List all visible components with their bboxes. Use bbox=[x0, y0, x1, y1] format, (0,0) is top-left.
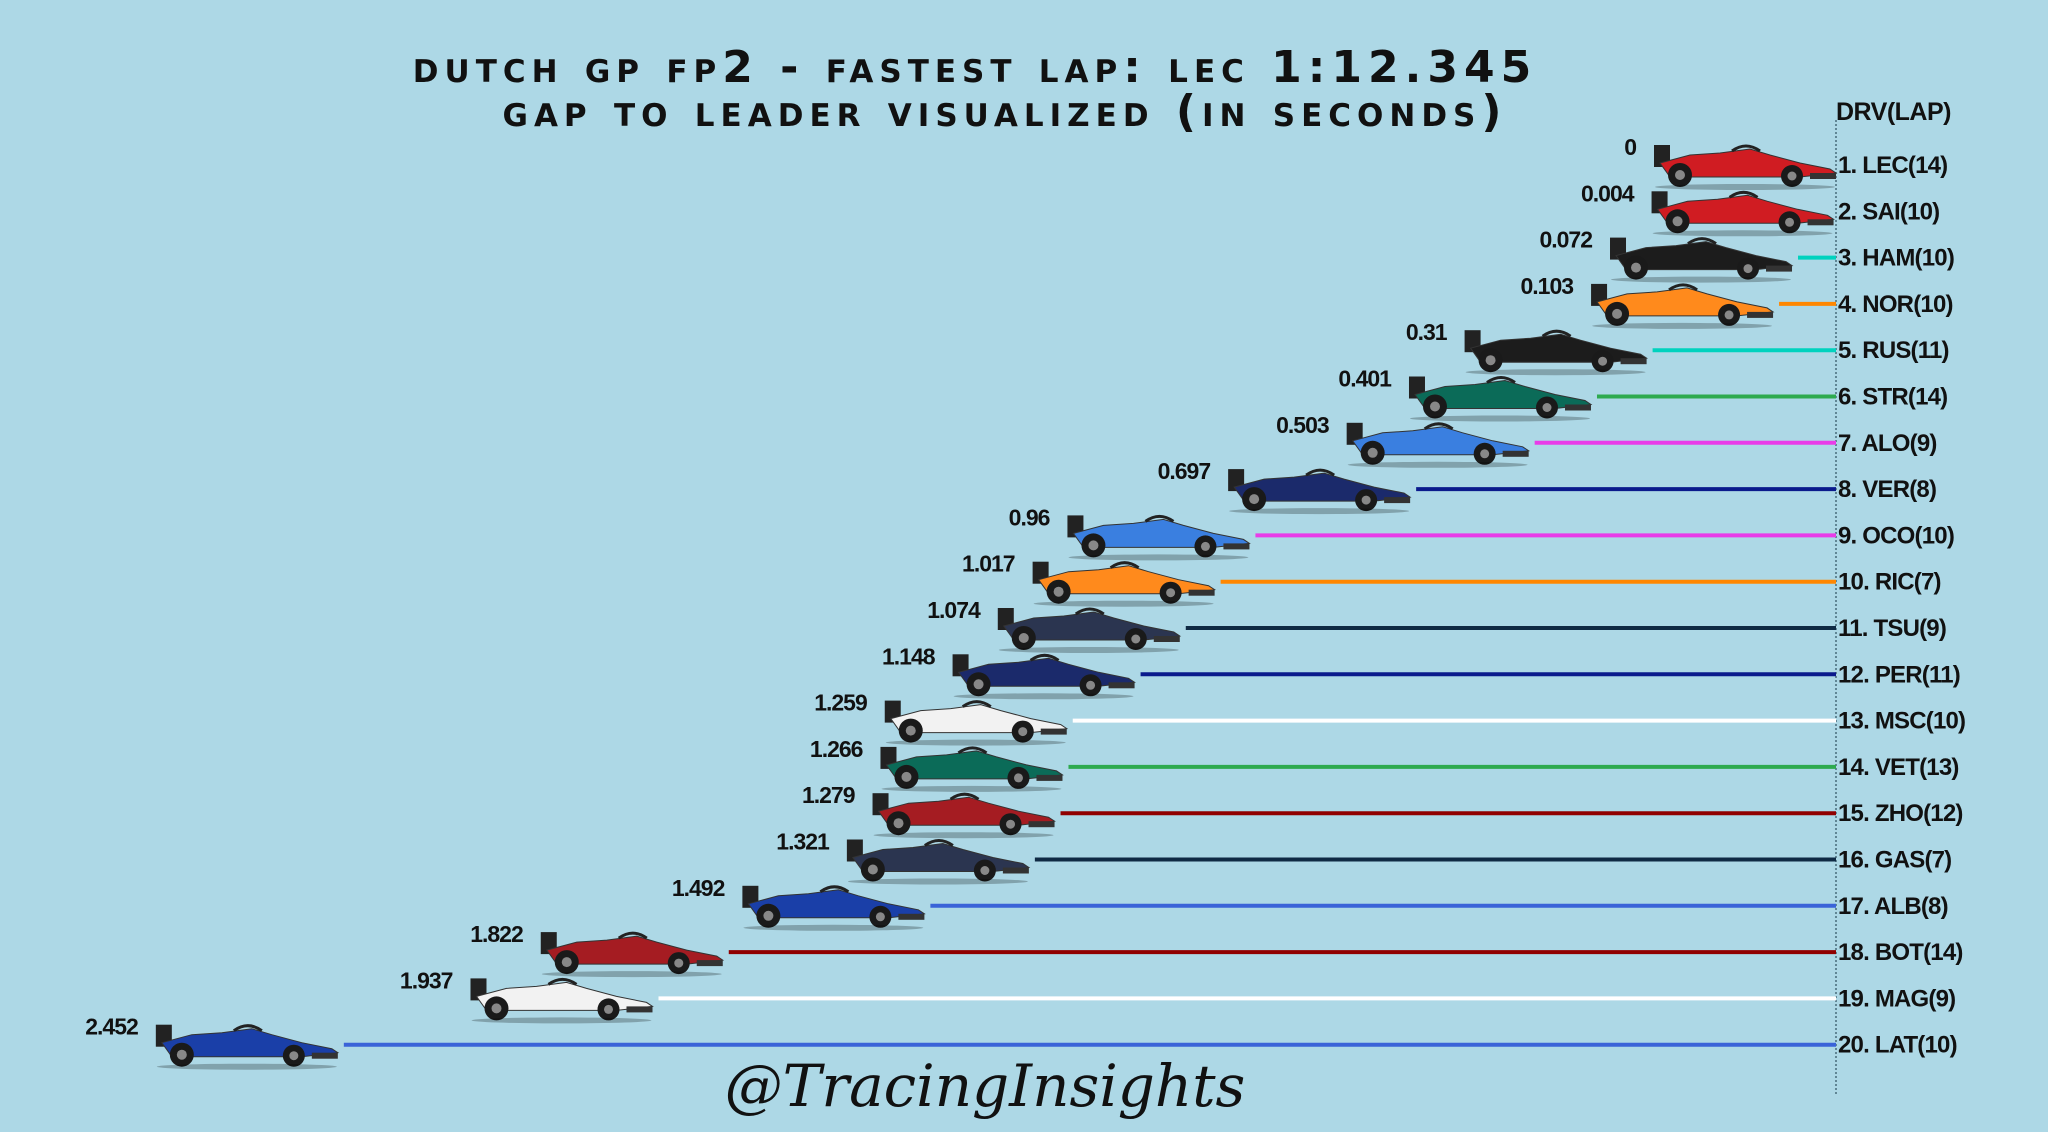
driver-label: 1. LEC(14) bbox=[1838, 152, 1947, 179]
driver-label: 18. BOT(14) bbox=[1838, 939, 1963, 966]
watermark: @TracingInsights bbox=[724, 1052, 1246, 1120]
gap-value-label: 1.266 bbox=[810, 736, 863, 762]
driver-label: 2. SAI(10) bbox=[1838, 198, 1939, 225]
car-icon bbox=[1464, 329, 1649, 376]
car-icon bbox=[880, 746, 1064, 792]
driver-label: 10. RIC(7) bbox=[1838, 569, 1941, 596]
driver-label: 7. ALO(9) bbox=[1838, 430, 1937, 457]
driver-label: 11. TSU(9) bbox=[1838, 615, 1946, 642]
car-icon bbox=[1591, 283, 1775, 329]
car-icon bbox=[1408, 376, 1593, 422]
gap-value-label: 1.017 bbox=[962, 551, 1015, 577]
car-icon bbox=[540, 931, 725, 978]
gap-value-label: 0.072 bbox=[1539, 227, 1592, 253]
driver-label: 17. ALB(8) bbox=[1838, 893, 1948, 920]
legend-header: DRV(LAP) bbox=[1836, 98, 1951, 126]
gap-value-label: 1.074 bbox=[927, 597, 981, 623]
chart-title: DUTCH GP FP2 - FASTEST LAP: LEC 1:12.345 bbox=[412, 42, 1538, 93]
car-icon bbox=[742, 885, 926, 931]
car-icon bbox=[1067, 514, 1251, 561]
gap-value-label: 0.401 bbox=[1338, 366, 1392, 392]
driver-label: 5. RUS(11) bbox=[1838, 337, 1949, 364]
gap-value-label: 1.259 bbox=[814, 690, 867, 716]
gap-value-label: 0.96 bbox=[1009, 504, 1050, 530]
car-icon bbox=[1610, 237, 1794, 283]
driver-label: 6. STR(14) bbox=[1838, 384, 1947, 411]
driver-label: 19. MAG(9) bbox=[1838, 985, 1955, 1012]
gap-value-label: 1.321 bbox=[776, 829, 830, 855]
car-icon bbox=[884, 700, 1069, 746]
car-icon bbox=[997, 607, 1182, 653]
car-icon bbox=[1346, 422, 1531, 468]
driver-label: 3. HAM(10) bbox=[1838, 245, 1954, 272]
driver-label: 16. GAS(7) bbox=[1838, 847, 1951, 874]
gap-value-label: 1.937 bbox=[400, 967, 453, 993]
driver-label: 14. VET(13) bbox=[1838, 754, 1959, 781]
car-icon bbox=[872, 792, 1056, 839]
driver-label: 15. ZHO(12) bbox=[1838, 800, 1963, 827]
car-icon bbox=[470, 977, 654, 1024]
driver-label: 20. LAT(10) bbox=[1838, 1032, 1957, 1059]
car-icon bbox=[846, 839, 1031, 885]
gap-value-label: 0.103 bbox=[1521, 273, 1574, 299]
car-icon bbox=[1032, 561, 1217, 607]
gap-value-label: 1.279 bbox=[802, 782, 855, 808]
gap-value-label: 2.452 bbox=[85, 1014, 138, 1040]
driver-label: 4. NOR(10) bbox=[1838, 291, 1953, 318]
gap-value-label: 0.004 bbox=[1581, 180, 1635, 206]
car-icon bbox=[1654, 144, 1838, 190]
gap-value-label: 0.697 bbox=[1158, 458, 1211, 484]
driver-label: 8. VER(8) bbox=[1838, 476, 1936, 503]
car-icon bbox=[952, 653, 1136, 700]
driver-label: 13. MSC(10) bbox=[1838, 708, 1965, 735]
car-icon bbox=[155, 1024, 340, 1070]
chart-subtitle: GAP TO LEADER VISUALIZED (IN SECONDS) bbox=[502, 86, 1508, 137]
car-icon bbox=[1228, 468, 1412, 515]
gap-value-label: 1.822 bbox=[470, 921, 523, 947]
gap-value-label: 0 bbox=[1624, 134, 1636, 160]
driver-label: 12. PER(11) bbox=[1838, 661, 1960, 688]
gap-value-label: 1.492 bbox=[672, 875, 725, 901]
driver-label: 9. OCO(10) bbox=[1838, 522, 1954, 549]
gap-value-label: 0.31 bbox=[1406, 319, 1448, 345]
gap-value-label: 0.503 bbox=[1276, 412, 1329, 438]
car-icon bbox=[1651, 190, 1835, 237]
gap-value-label: 1.148 bbox=[882, 643, 936, 669]
